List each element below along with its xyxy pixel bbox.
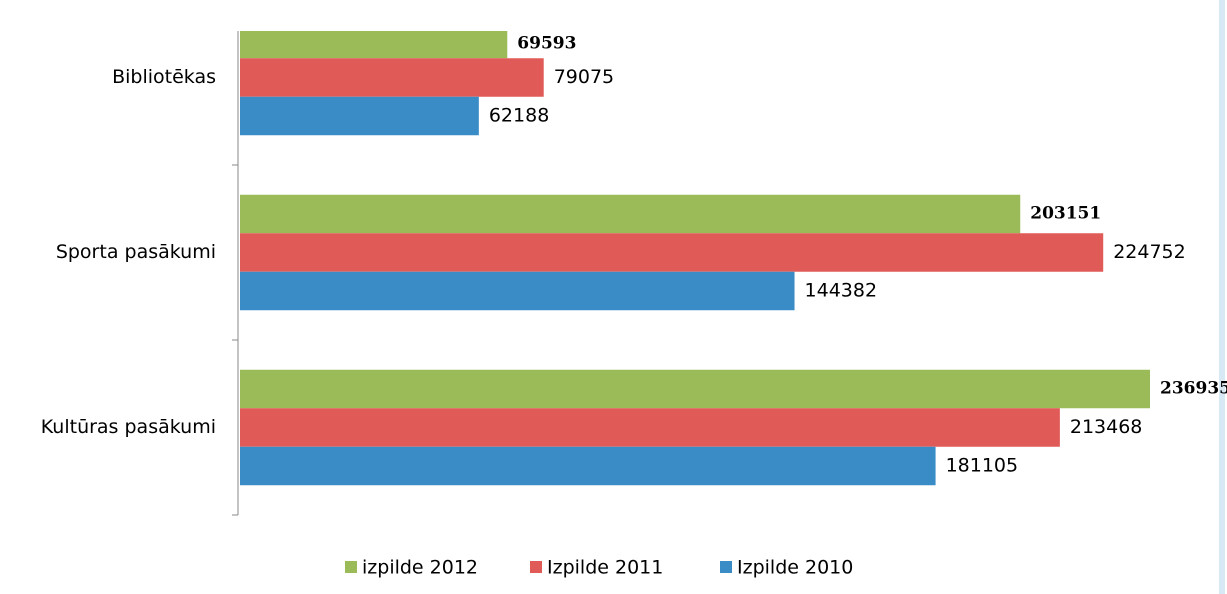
bar [240, 446, 936, 486]
value-label: 224752 [1113, 241, 1186, 263]
plot-area [240, 31, 1150, 486]
value-label: 62188 [489, 105, 549, 127]
bar [240, 408, 1060, 447]
legend-label: Izpilde 2010 [737, 557, 853, 579]
category-label: Kultūras pasākumi [41, 416, 216, 438]
value-label: 69593 [517, 34, 576, 54]
bar [240, 96, 479, 136]
legend-swatch [720, 561, 732, 573]
bar [240, 233, 1104, 272]
legend-swatch [345, 561, 357, 573]
category-label: Sporta pasākumi [56, 241, 216, 263]
legend-swatch [530, 561, 542, 573]
category-label: Bibliotēkas [112, 66, 216, 88]
bar [240, 58, 544, 97]
value-label: 79075 [554, 66, 614, 88]
legend-label: Izpilde 2011 [547, 557, 663, 579]
bar [240, 31, 508, 59]
bar [240, 369, 1150, 409]
value-label: 144382 [805, 280, 878, 302]
value-label: 236935 [1160, 379, 1227, 399]
bar [240, 194, 1021, 234]
bar [240, 271, 795, 311]
legend-label: izpilde 2012 [362, 557, 478, 579]
value-label: 213468 [1070, 416, 1143, 438]
value-label: 203151 [1030, 204, 1101, 224]
value-label: 181105 [946, 455, 1019, 477]
